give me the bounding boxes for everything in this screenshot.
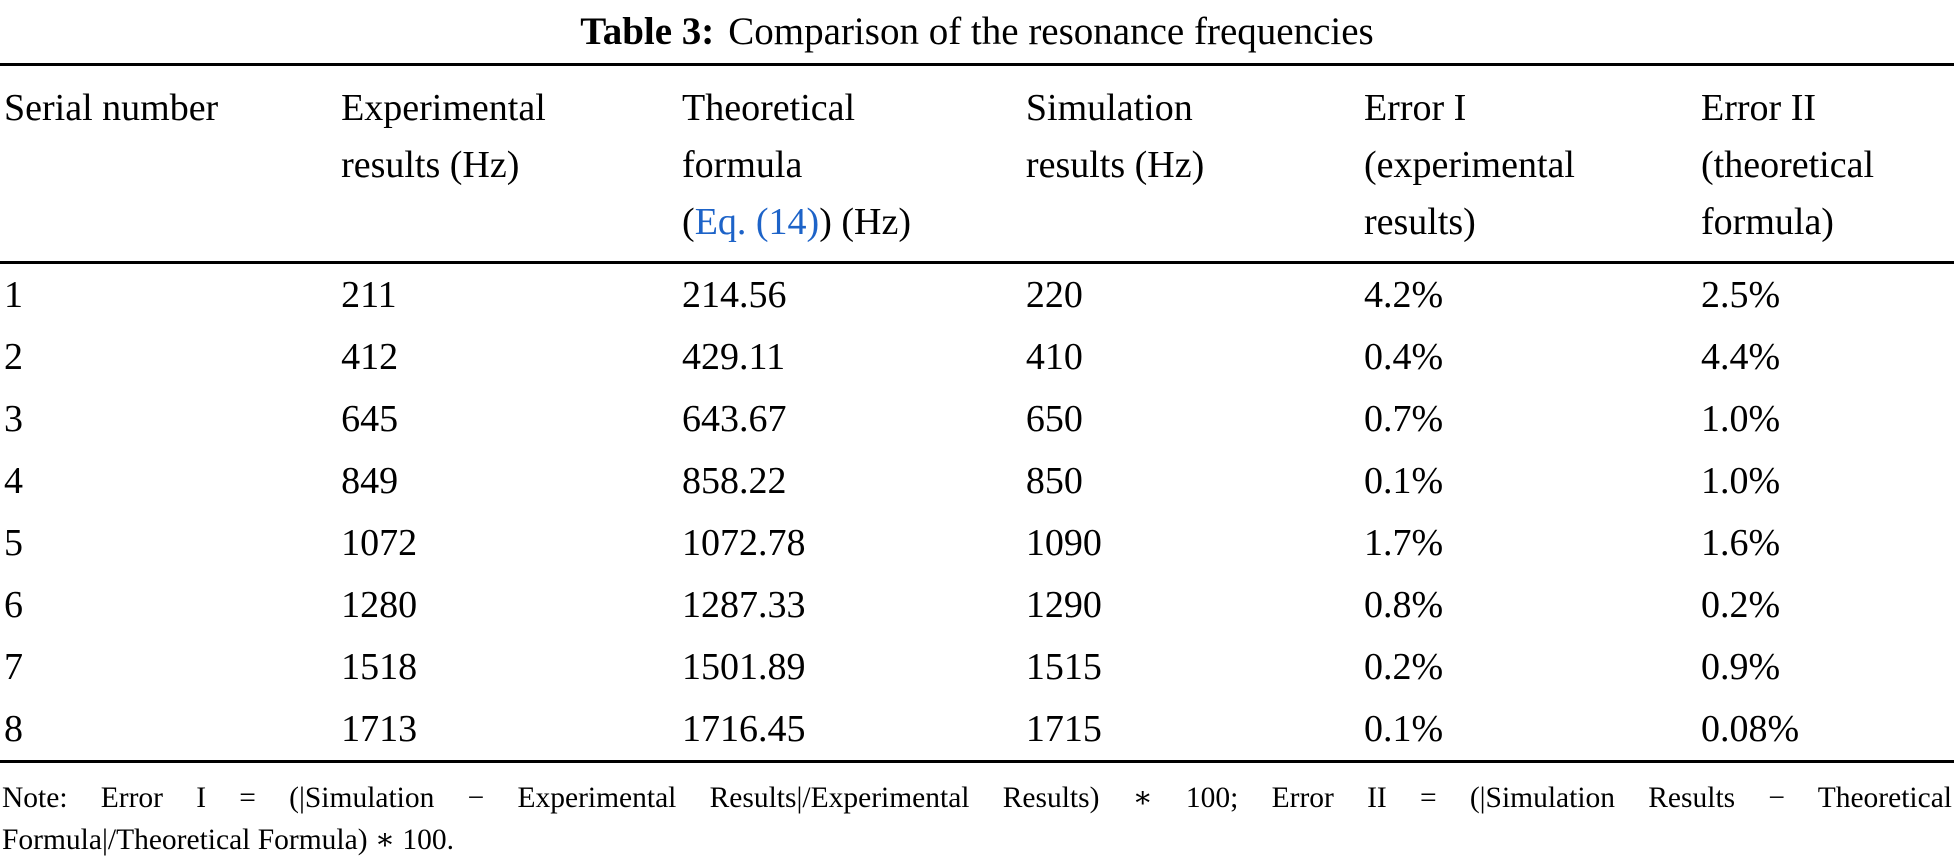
cell-error-2: 4.4%	[1701, 336, 1781, 378]
header-line: (experimental	[1363, 144, 1575, 186]
cell-serial: 8	[4, 708, 23, 750]
cell-experimental: 849	[341, 460, 399, 502]
header-line: results (Hz)	[1025, 144, 1205, 186]
column-header-error-2: Error II (theoretical formula)	[1697, 80, 1954, 251]
cell-error-2: 0.2%	[1701, 584, 1781, 626]
cell-theoretical: 1501.89	[682, 646, 806, 688]
cell-simulation: 220	[1025, 274, 1083, 316]
cell-error-1: 0.1%	[1363, 460, 1444, 502]
eq-14-link[interactable]: Eq. (14)	[694, 201, 820, 243]
table-row: 1 211 214.56 220 4.2% 2.5%	[0, 264, 1954, 326]
cell-error-2: 2.5%	[1701, 274, 1781, 316]
header-line: (theoretical	[1701, 144, 1875, 186]
cell-error-1: 0.2%	[1363, 646, 1444, 688]
table-row: 5 1072 1072.78 1090 1.7% 1.6%	[0, 512, 1954, 574]
header-line: Experimental	[341, 87, 546, 129]
cell-error-2: 0.9%	[1701, 646, 1781, 688]
cell-serial: 2	[4, 336, 23, 378]
header-line: formula)	[1701, 201, 1834, 243]
table-caption-text: Comparison of the resonance frequencies	[728, 10, 1374, 53]
cell-error-1: 1.7%	[1363, 522, 1444, 564]
cell-theoretical: 858.22	[682, 460, 787, 502]
cell-simulation: 850	[1025, 460, 1083, 502]
cell-error-1: 0.8%	[1363, 584, 1444, 626]
column-header-error-1: Error I (experimental results)	[1360, 80, 1697, 251]
cell-theoretical: 214.56	[682, 274, 787, 316]
column-header-theoretical-formula: Theoretical formula (Eq. (14)) (Hz)	[678, 80, 1022, 251]
cell-theoretical: 1287.33	[682, 584, 806, 626]
table-row: 7 1518 1501.89 1515 0.2% 0.9%	[0, 636, 1954, 698]
cell-experimental: 645	[341, 398, 399, 440]
bottom-rule	[0, 760, 1954, 763]
header-line: Simulation	[1025, 87, 1193, 129]
table-caption-label: Table 3:	[580, 10, 715, 53]
cell-error-2: 1.6%	[1701, 522, 1781, 564]
cell-error-2: 0.08%	[1701, 708, 1800, 750]
header-line: Error II	[1701, 87, 1816, 129]
cell-simulation: 410	[1025, 336, 1083, 378]
header-line: formula	[682, 144, 803, 186]
table-body: 1 211 214.56 220 4.2% 2.5% 2 412 429.11 …	[0, 264, 1954, 760]
cell-experimental: 1518	[341, 646, 418, 688]
cell-serial: 1	[4, 274, 23, 316]
column-header-serial-number: Serial number	[0, 80, 337, 251]
cell-simulation: 1515	[1025, 646, 1102, 688]
table-row: 2 412 429.11 410 0.4% 4.4%	[0, 326, 1954, 388]
eq-paren-open: (	[682, 201, 695, 243]
table-row: 8 1713 1716.45 1715 0.1% 0.08%	[0, 698, 1954, 760]
cell-serial: 5	[4, 522, 23, 564]
cell-serial: 4	[4, 460, 23, 502]
cell-theoretical: 643.67	[682, 398, 787, 440]
cell-error-2: 1.0%	[1701, 398, 1781, 440]
cell-theoretical: 429.11	[682, 336, 786, 378]
header-line: Error I	[1363, 87, 1467, 129]
cell-error-2: 1.0%	[1701, 460, 1781, 502]
header-line: Serial number	[4, 87, 219, 129]
eq-paren-close-hz: ) (Hz)	[819, 201, 911, 243]
header-rule	[0, 261, 1954, 264]
cell-simulation: 650	[1025, 398, 1083, 440]
cell-error-1: 0.7%	[1363, 398, 1444, 440]
note-line: Formula|/Theoretical Formula) ∗ 100.	[2, 824, 454, 856]
column-header-simulation-results: Simulation results (Hz)	[1022, 80, 1360, 251]
cell-error-1: 0.4%	[1363, 336, 1444, 378]
table-caption: Table 3: Comparison of the resonance freq…	[0, 0, 1954, 63]
cell-error-1: 4.2%	[1363, 274, 1444, 316]
header-line: Theoretical	[682, 87, 856, 129]
cell-simulation: 1290	[1025, 584, 1102, 626]
note-line: Note: Error I = (|Simulation − Experimen…	[2, 782, 1952, 814]
table-row: 4 849 858.22 850 0.1% 1.0%	[0, 450, 1954, 512]
cell-serial: 7	[4, 646, 23, 688]
cell-simulation: 1715	[1025, 708, 1102, 750]
cell-experimental: 1072	[341, 522, 418, 564]
cell-experimental: 1713	[341, 708, 418, 750]
header-line: results (Hz)	[341, 144, 520, 186]
cell-experimental: 1280	[341, 584, 418, 626]
header-line-eq: (Eq. (14)) (Hz)	[682, 194, 1012, 251]
cell-experimental: 412	[341, 336, 399, 378]
table-note: Note: Error I = (|Simulation − Experimen…	[0, 763, 1954, 861]
table-row: 6 1280 1287.33 1290 0.8% 0.2%	[0, 574, 1954, 636]
cell-theoretical: 1716.45	[682, 708, 806, 750]
cell-serial: 3	[4, 398, 23, 440]
top-rule	[0, 63, 1954, 66]
table-row: 3 645 643.67 650 0.7% 1.0%	[0, 388, 1954, 450]
cell-experimental: 211	[341, 274, 397, 316]
cell-simulation: 1090	[1025, 522, 1102, 564]
cell-error-1: 0.1%	[1363, 708, 1444, 750]
column-header-experimental-results: Experimental results (Hz)	[337, 80, 678, 251]
cell-serial: 6	[4, 584, 23, 626]
header-line: results)	[1363, 201, 1476, 243]
table-header-row: Serial number Experimental results (Hz) …	[0, 66, 1954, 261]
cell-theoretical: 1072.78	[682, 522, 806, 564]
